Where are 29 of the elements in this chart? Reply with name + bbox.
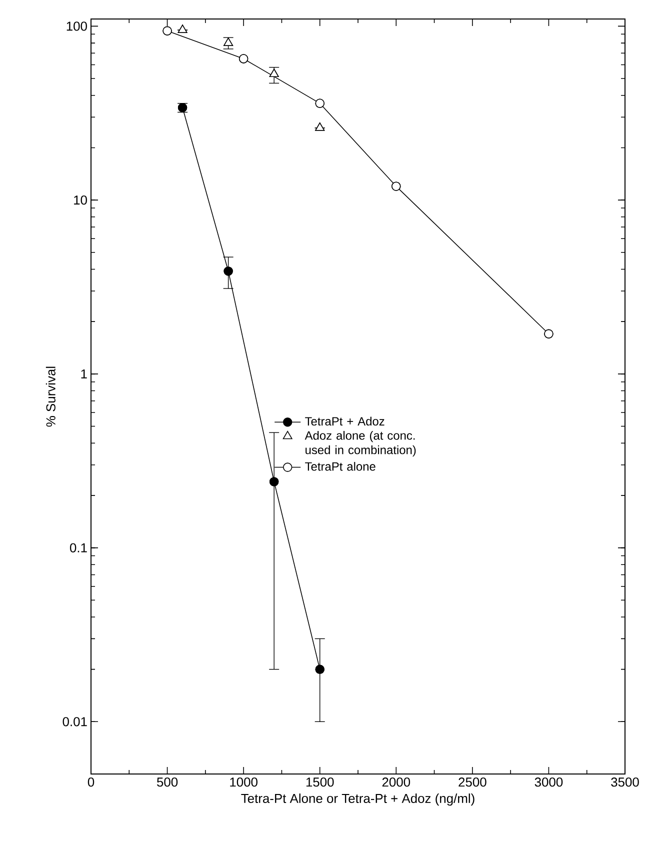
point — [178, 24, 188, 33]
point — [315, 664, 324, 674]
legend-label: TetraPt alone — [305, 462, 376, 471]
point — [315, 122, 325, 131]
y-tick-label: 0.1 — [70, 543, 87, 552]
y-axis-title: % Survival — [46, 366, 56, 427]
x-tick-label: 3500 — [611, 778, 639, 787]
point — [269, 477, 279, 486]
point — [224, 266, 233, 276]
x-tick-label: 2000 — [382, 778, 410, 787]
y-tick-label: 1 — [81, 369, 87, 378]
point — [238, 54, 248, 64]
x-tick-label: 1500 — [306, 778, 334, 787]
legend-label: TetraPt + Adoz — [305, 416, 384, 426]
x-tick-label: 1000 — [230, 778, 258, 787]
x-tick-label: 3000 — [534, 778, 563, 787]
point — [162, 26, 172, 36]
x-axis-title: Tetra-Pt Alone or Tetra-Pt + Adoz (ng/ml) — [241, 794, 474, 806]
point — [315, 98, 324, 108]
x-tick-label: 0 — [88, 778, 94, 787]
x-tick-label: 500 — [156, 778, 178, 787]
y-tick-label: 100 — [66, 22, 87, 31]
y-tick-label: 10 — [74, 195, 87, 205]
legend-label: Adoz alone (at conc. used in combination) — [304, 430, 416, 457]
y-tick-label: 0.01 — [62, 717, 87, 726]
point — [392, 182, 401, 191]
point — [224, 38, 234, 46]
point — [544, 329, 554, 338]
x-tick-label: 2500 — [458, 778, 486, 787]
